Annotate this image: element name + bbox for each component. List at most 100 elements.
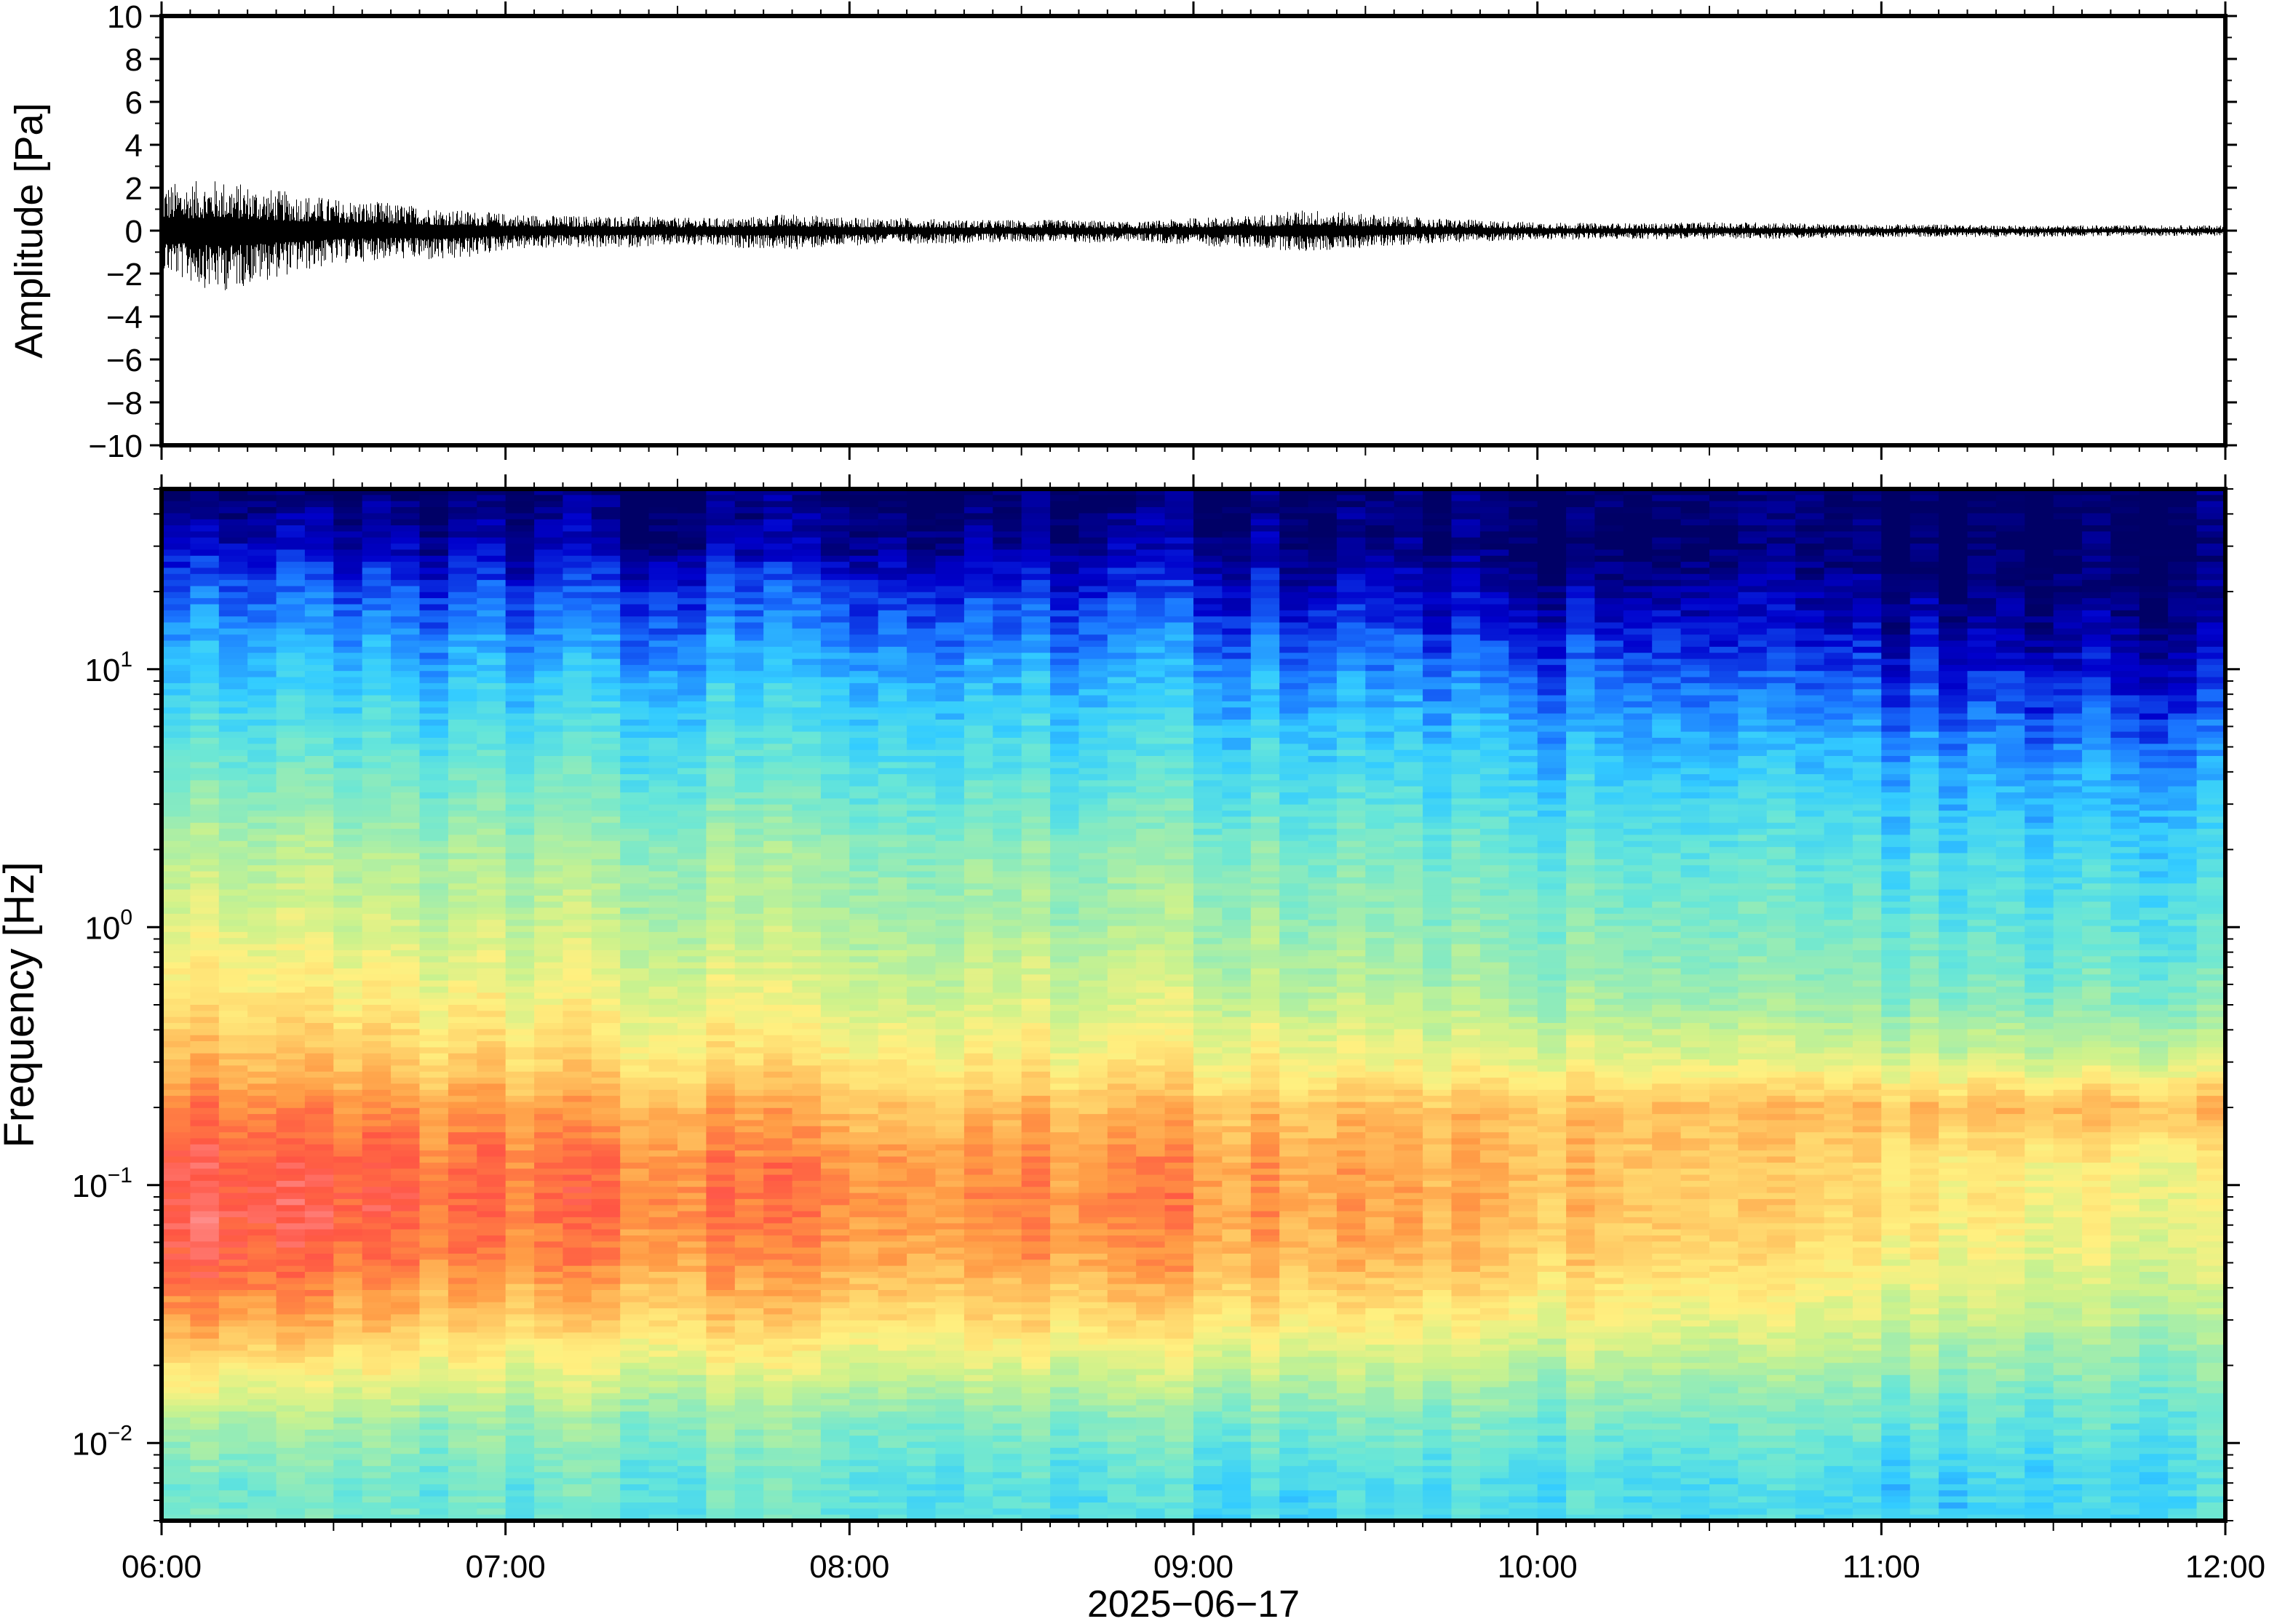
spectrogram-cell — [477, 1229, 506, 1236]
spectrogram-cell — [763, 604, 793, 611]
spectrogram-cell — [677, 1041, 707, 1048]
spectrogram-cell — [162, 786, 191, 793]
spectrogram-cell — [849, 1283, 879, 1291]
spectrogram-cell — [218, 531, 248, 538]
spectrogram-cell — [218, 1259, 248, 1267]
spectrogram-cell — [162, 604, 191, 611]
spectrogram-cell — [419, 1205, 449, 1212]
spectrogram-cell — [878, 1156, 907, 1163]
spectrogram-cell — [505, 1265, 535, 1273]
spectrogram-cell — [563, 1290, 592, 1297]
spectrogram-cell — [276, 1460, 306, 1467]
spectrogram-cell — [706, 682, 736, 690]
spectrogram-cell — [677, 592, 707, 599]
spectrogram-cell — [706, 744, 736, 751]
spectrogram-cell — [448, 920, 477, 927]
spectrogram-cell — [648, 653, 678, 660]
spectrogram-cell — [734, 1211, 764, 1218]
spectrogram-cell — [763, 1217, 793, 1224]
spectrogram-cell — [620, 689, 650, 696]
spectrogram-cell — [190, 1102, 220, 1109]
spectrogram-cell — [190, 1502, 220, 1509]
spectrogram-cell — [534, 1162, 564, 1169]
spectrogram-cell — [907, 1460, 937, 1467]
spectrogram-cell — [734, 774, 764, 781]
spectrogram-cell — [419, 1405, 449, 1412]
spectrogram-cell — [218, 1356, 248, 1364]
spectrogram-cell — [792, 1436, 822, 1443]
spectrogram-cell — [677, 1338, 707, 1345]
spectrogram-cell — [734, 1102, 764, 1109]
spectrogram-cell — [620, 938, 650, 945]
spectrogram-cell — [763, 568, 793, 575]
spectrogram-cell — [849, 1514, 879, 1521]
spectrogram-cell — [907, 544, 937, 550]
spectrogram-cell — [276, 1138, 306, 1145]
spectrogram-cell — [162, 677, 191, 684]
spectrogram-cell — [534, 1223, 564, 1230]
spectrogram-cell — [448, 811, 477, 817]
spectrogram-cell — [648, 1454, 678, 1461]
spectrogram-cell — [276, 1144, 306, 1151]
spectrogram-cell — [362, 531, 392, 538]
spectrogram-cell — [820, 980, 850, 987]
spectrogram-cell — [792, 1314, 822, 1321]
spectrogram-cell — [935, 931, 965, 939]
spectrogram-cell — [907, 1089, 937, 1096]
spectrogram-cell — [362, 689, 392, 696]
spectrogram-cell — [247, 744, 277, 751]
spectrogram-cell — [734, 1326, 764, 1333]
spectrogram-cell — [563, 544, 592, 550]
spectrogram-cell — [648, 507, 678, 514]
spectrogram-cell — [620, 1302, 650, 1309]
spectrogram-cell — [304, 749, 334, 757]
spectrogram-cell — [419, 1472, 449, 1479]
spectrogram-cell — [391, 701, 421, 708]
spectrogram-cell — [276, 1235, 306, 1242]
spectrogram-cell — [563, 1187, 592, 1194]
spectrogram-cell — [477, 531, 506, 538]
spectrogram-cell — [849, 707, 879, 715]
spectrogram-cell — [218, 792, 248, 799]
spectrogram-cell — [849, 1278, 879, 1285]
spectrogram-cell — [792, 549, 822, 557]
spectrogram-cell — [190, 1198, 220, 1206]
spectrogram-cell — [677, 1047, 707, 1054]
spectrogram-cell — [534, 604, 564, 611]
spectrogram-cell — [677, 1071, 707, 1078]
spectrogram-cell — [763, 1302, 793, 1309]
spectrogram-cell — [448, 1308, 477, 1315]
spectrogram-cell — [591, 507, 621, 514]
spectrogram-cell — [162, 840, 191, 848]
spectrogram-cell — [362, 926, 392, 933]
spectrogram-cell — [907, 598, 937, 605]
spectrogram-cell — [734, 1011, 764, 1018]
spectrogram-cell — [247, 720, 277, 726]
spectrogram-cell — [247, 835, 277, 842]
spectrogram-cell — [534, 1053, 564, 1060]
spectrogram-cell — [419, 598, 449, 605]
spectrogram-cell — [333, 1472, 363, 1479]
spectrogram-cell — [218, 968, 248, 975]
spectrogram-cell — [878, 713, 907, 720]
spectrogram-cell — [763, 938, 793, 945]
spectrogram-cell — [190, 1393, 220, 1400]
spectrogram-cell — [505, 1089, 535, 1096]
spectrogram-cell — [907, 555, 937, 562]
spectrogram-cell — [792, 725, 822, 733]
spectrogram-cell — [477, 998, 506, 1006]
spectrogram-cell — [362, 1011, 392, 1018]
spectrogram-cell — [477, 913, 506, 920]
spectrogram-cell — [477, 646, 506, 653]
spectrogram-cell — [591, 1278, 621, 1285]
spectrogram-cell — [391, 1205, 421, 1212]
spectrogram-cell — [591, 1011, 621, 1018]
spectrogram-cell — [706, 720, 736, 726]
spectrogram-cell — [391, 1514, 421, 1521]
spectrogram-cell — [907, 1465, 937, 1473]
spectrogram-cell — [935, 1035, 965, 1042]
spectrogram-cell — [734, 671, 764, 678]
spectrogram-cell — [333, 664, 363, 672]
spectrogram-cell — [820, 1338, 850, 1345]
spectrogram-cell — [648, 1350, 678, 1358]
